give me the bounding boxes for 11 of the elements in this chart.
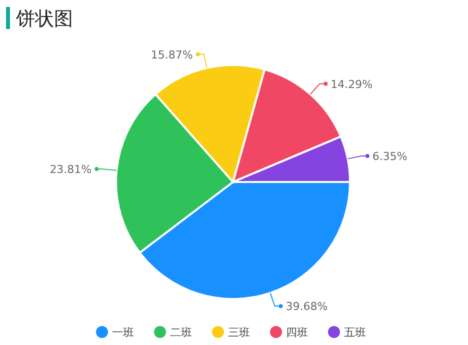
data-label: 23.81% <box>50 162 92 176</box>
legend-label: 二班 <box>170 326 192 339</box>
data-label: 14.29% <box>330 78 373 91</box>
legend-label: 四班 <box>286 326 308 339</box>
chart-title: 饼状图 <box>15 8 73 30</box>
legend-label: 五班 <box>344 326 366 339</box>
legend-label: 三班 <box>228 326 250 339</box>
data-label: 15.87% <box>150 48 193 62</box>
data-label: 39.68% <box>286 300 328 314</box>
legend-label: 一班 <box>112 326 134 339</box>
data-label: 6.35% <box>372 150 408 164</box>
